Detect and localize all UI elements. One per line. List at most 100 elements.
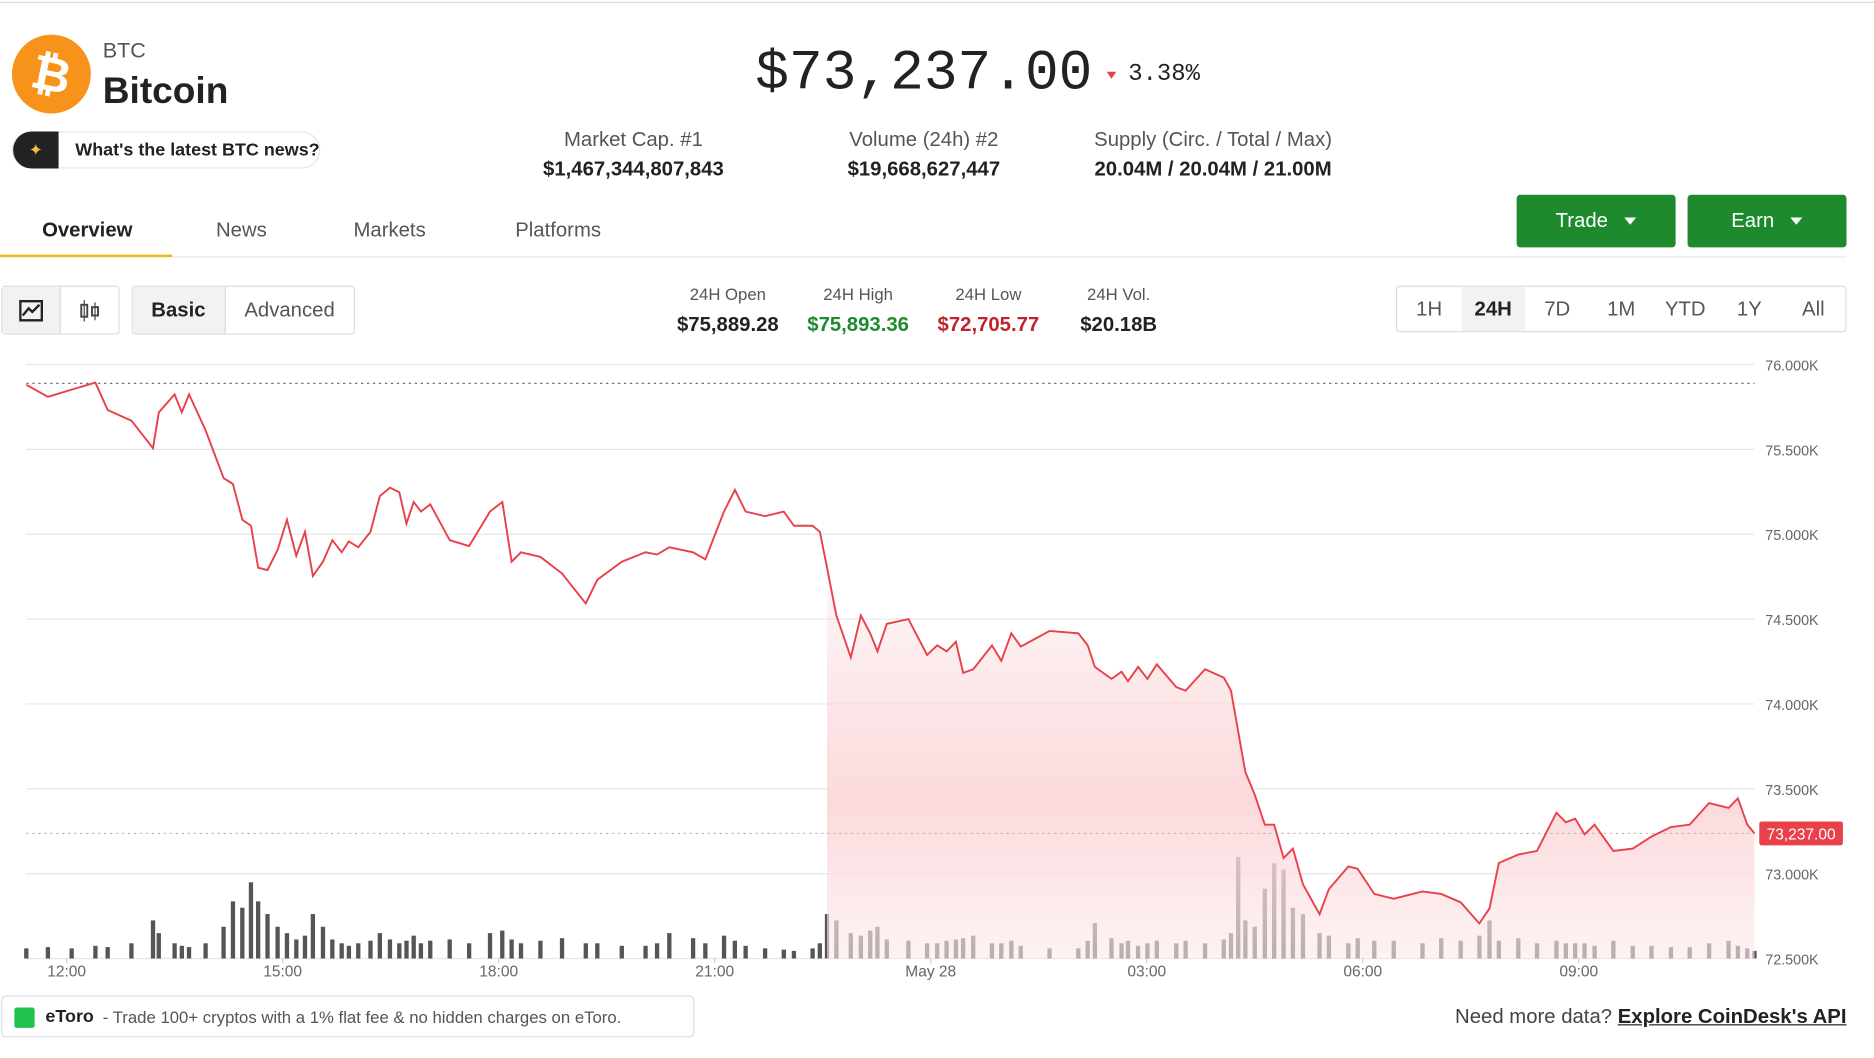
- volume-bar: [150, 920, 156, 959]
- volume-bar: [265, 914, 270, 959]
- coin-name: Bitcoin: [102, 69, 229, 112]
- ad-brand: eToro: [45, 1006, 94, 1027]
- tab[interactable]: Platforms: [515, 218, 602, 242]
- volume-bar: [302, 935, 308, 959]
- api-link[interactable]: Explore CoinDesk's API: [1617, 1005, 1847, 1028]
- volume-bar: [368, 940, 373, 959]
- volume-bar: [690, 938, 696, 959]
- volume-bar: [810, 948, 815, 959]
- stat-label: Market Cap. #1: [563, 127, 703, 151]
- range-option[interactable]: All: [1802, 296, 1825, 320]
- line-chart-icon[interactable]: [2, 286, 61, 334]
- volume-bar: [156, 933, 161, 959]
- volume-bar: [310, 914, 316, 959]
- x-tick-label: 15:00: [263, 963, 302, 980]
- volume-bar: [24, 948, 29, 959]
- summary-label: 24H Open: [689, 284, 766, 304]
- candle-icon: [80, 299, 99, 321]
- tab[interactable]: Markets: [353, 218, 426, 242]
- range-option[interactable]: 1M: [1607, 296, 1636, 320]
- volume-bar: [294, 939, 299, 959]
- volume-bar: [105, 947, 110, 959]
- volume-bar: [221, 926, 226, 959]
- volume-bar: [721, 935, 727, 959]
- volume-bar: [69, 948, 74, 959]
- volume-bar: [129, 943, 134, 959]
- y-tick-label: 73.000K: [1765, 868, 1819, 884]
- summary-value: $72,705.77: [937, 313, 1040, 336]
- mode-option[interactable]: Advanced: [244, 298, 335, 321]
- summary-value: $20.18B: [1080, 313, 1158, 336]
- volume-bar: [559, 938, 565, 959]
- volume-bar: [320, 926, 326, 959]
- action-label: Trade: [1555, 209, 1608, 232]
- volume-bar: [346, 945, 352, 959]
- volume-bar: [284, 933, 290, 959]
- volume-bar: [654, 943, 660, 959]
- volume-bar: [743, 945, 748, 959]
- y-tick-label: 74.000K: [1765, 698, 1819, 714]
- mode-option[interactable]: Basic: [132, 286, 226, 334]
- down-arrow: [1106, 71, 1117, 79]
- symbol: BTC: [102, 38, 146, 63]
- volume-bar: [330, 939, 335, 959]
- summary-value: $75,893.36: [807, 313, 909, 336]
- summary-label: 24H Vol.: [1087, 284, 1151, 304]
- current-price-label: 73,237.00: [1767, 826, 1836, 843]
- volume-bar: [93, 945, 98, 959]
- summary-value: $75,889.28: [676, 313, 779, 336]
- volume-bar: [45, 947, 51, 959]
- volume-bar: [404, 940, 409, 959]
- range-option[interactable]: 1Y: [1736, 296, 1762, 320]
- price-change: 3.38%: [1128, 60, 1200, 89]
- stat-value: $19,668,627,447: [847, 157, 1001, 181]
- volume-bar: [643, 945, 648, 959]
- range-option[interactable]: 7D: [1544, 296, 1571, 320]
- volume-bar: [428, 940, 433, 959]
- line-icon: [19, 299, 44, 321]
- action-button[interactable]: Trade: [1516, 194, 1676, 248]
- price-area: [827, 567, 1755, 959]
- range-option[interactable]: YTD: [1664, 296, 1706, 320]
- volume-bar: [500, 930, 505, 959]
- volume-bar: [240, 907, 245, 959]
- y-tick-label: 73.500K: [1765, 783, 1819, 799]
- volume-bar: [172, 943, 177, 959]
- range-option[interactable]: 1H: [1416, 296, 1443, 320]
- sparkle-icon: ✦: [13, 131, 59, 169]
- volume-bar: [356, 943, 361, 959]
- candle-chart-icon[interactable]: [61, 287, 118, 334]
- volume-bar: [275, 926, 280, 959]
- mode-group: Basic Advanced: [131, 285, 355, 335]
- volume-bar: [230, 901, 236, 959]
- tab[interactable]: Overview: [42, 218, 133, 242]
- volume-bar: [595, 943, 600, 959]
- range-option[interactable]: 24H: [1461, 286, 1526, 332]
- volume-bar: [179, 945, 184, 959]
- news-button-label: What's the latest BTC news?: [75, 139, 320, 161]
- volume-bar: [509, 939, 514, 959]
- volume-bar: [583, 943, 588, 959]
- caret: [1790, 217, 1803, 225]
- x-tick-label: 18:00: [479, 963, 518, 980]
- tab[interactable]: News: [216, 218, 267, 242]
- news-button[interactable]: ✦ What's the latest BTC news?: [11, 131, 321, 169]
- volume-bar: [781, 949, 786, 959]
- action-button[interactable]: Earn: [1687, 194, 1847, 248]
- volume-bar: [791, 950, 797, 959]
- volume-bar: [538, 940, 543, 959]
- volume-bar: [732, 940, 738, 959]
- caret: [1624, 217, 1637, 225]
- x-tick-label: 21:00: [695, 963, 734, 980]
- volume-bar: [339, 943, 344, 959]
- stat-value: 20.04M / 20.04M / 21.00M: [1094, 157, 1332, 181]
- y-tick-label: 72.500K: [1765, 952, 1819, 968]
- current-price-box: [1759, 821, 1843, 846]
- volume-bar: [411, 935, 416, 959]
- y-tick-label: 74.500K: [1765, 613, 1819, 629]
- ad-banner[interactable]: eToro - Trade 100+ cryptos with a 1% fla…: [1, 995, 695, 1038]
- volume-bar: [762, 948, 768, 959]
- stat-label: Supply (Circ. / Total / Max): [1094, 127, 1333, 151]
- x-tick-label: 09:00: [1559, 963, 1598, 980]
